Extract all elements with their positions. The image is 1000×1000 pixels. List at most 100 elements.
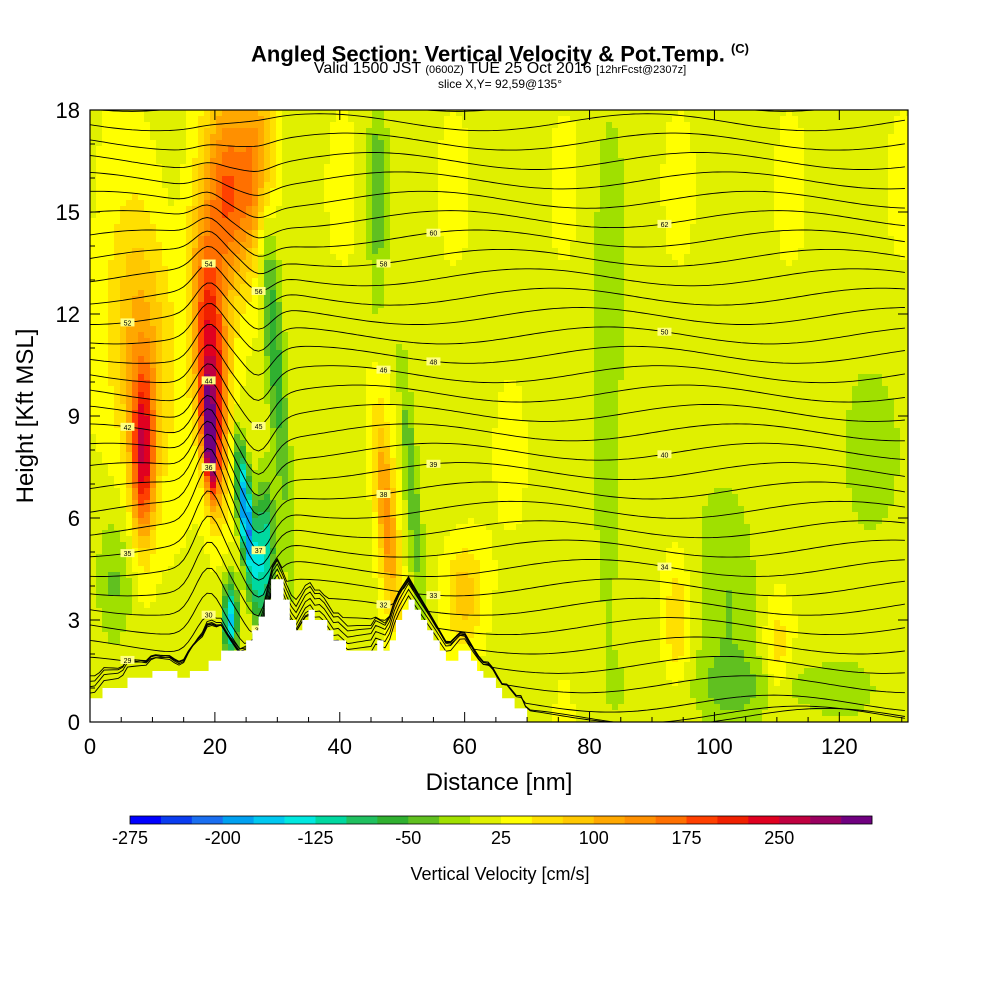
field-cell <box>462 122 469 129</box>
field-cell <box>732 260 739 267</box>
field-cell <box>636 230 643 237</box>
field-cell <box>432 248 439 255</box>
field-cell <box>846 254 853 261</box>
field-cell <box>150 236 157 243</box>
field-cell <box>822 296 829 303</box>
field-cell <box>654 296 661 303</box>
field-cell <box>222 134 229 141</box>
field-cell <box>852 260 859 267</box>
field-cell <box>426 110 433 117</box>
field-cell <box>474 218 481 225</box>
field-cell <box>144 320 151 327</box>
field-cell <box>810 206 817 213</box>
field-cell <box>888 248 895 255</box>
field-cell <box>672 296 679 303</box>
field-cell <box>546 224 553 231</box>
field-cell <box>642 302 649 309</box>
field-cell <box>144 326 151 333</box>
field-cell <box>888 134 895 141</box>
field-cell <box>360 296 367 303</box>
field-cell <box>564 314 571 321</box>
field-cell <box>186 134 193 141</box>
field-cell <box>384 164 391 171</box>
field-cell <box>216 218 223 225</box>
field-cell <box>690 134 697 141</box>
field-cell <box>90 110 97 117</box>
field-cell <box>768 176 775 183</box>
field-cell <box>714 134 721 141</box>
field-cell <box>264 260 271 267</box>
field-cell <box>726 284 733 291</box>
field-cell <box>204 230 211 237</box>
field-cell <box>696 230 703 237</box>
field-cell <box>438 134 445 141</box>
field-cell <box>612 188 619 195</box>
field-cell <box>678 170 685 177</box>
field-cell <box>900 302 907 309</box>
field-cell <box>768 230 775 237</box>
field-cell <box>414 194 421 201</box>
field-cell <box>684 140 691 147</box>
field-cell <box>426 314 433 321</box>
field-cell <box>450 266 457 273</box>
field-cell <box>534 320 541 327</box>
field-cell <box>156 266 163 273</box>
field-cell <box>564 284 571 291</box>
field-cell <box>216 308 223 315</box>
field-cell <box>228 236 235 243</box>
field-cell <box>510 236 517 243</box>
field-cell <box>420 176 427 183</box>
field-cell <box>702 110 709 117</box>
field-cell <box>576 266 583 273</box>
field-cell <box>396 152 403 159</box>
field-cell <box>318 302 325 309</box>
field-cell <box>870 272 877 279</box>
field-cell <box>294 314 301 321</box>
field-cell <box>888 290 895 297</box>
field-cell <box>678 290 685 297</box>
field-cell <box>882 266 889 273</box>
field-cell <box>96 326 103 333</box>
field-cell <box>786 134 793 141</box>
field-cell <box>348 272 355 279</box>
field-cell <box>444 146 451 153</box>
field-cell <box>258 170 265 177</box>
field-cell <box>900 296 907 303</box>
field-cell <box>360 290 367 297</box>
field-cell <box>882 146 889 153</box>
field-cell <box>276 260 283 267</box>
field-cell <box>456 320 463 327</box>
field-cell <box>840 188 847 195</box>
field-cell <box>240 110 247 117</box>
field-cell <box>420 314 427 321</box>
field-cell <box>192 164 199 171</box>
field-cell <box>162 140 169 147</box>
field-cell <box>648 182 655 189</box>
field-cell <box>396 290 403 297</box>
field-cell <box>432 218 439 225</box>
field-cell <box>594 206 601 213</box>
field-cell <box>372 110 379 117</box>
field-cell <box>492 272 499 279</box>
field-cell <box>870 290 877 297</box>
field-cell <box>744 212 751 219</box>
field-cell <box>264 212 271 219</box>
field-cell <box>822 122 829 129</box>
field-cell <box>426 290 433 297</box>
field-cell <box>426 260 433 267</box>
field-cell <box>354 188 361 195</box>
field-cell <box>252 146 259 153</box>
field-cell <box>636 122 643 129</box>
field-cell <box>888 224 895 231</box>
field-cell <box>720 188 727 195</box>
field-cell <box>258 116 265 123</box>
field-cell <box>588 152 595 159</box>
field-cell <box>804 182 811 189</box>
field-cell <box>144 158 151 165</box>
field-cell <box>180 218 187 225</box>
field-cell <box>366 230 373 237</box>
field-cell <box>696 266 703 273</box>
field-cell <box>228 176 235 183</box>
field-cell <box>222 146 229 153</box>
field-cell <box>666 140 673 147</box>
